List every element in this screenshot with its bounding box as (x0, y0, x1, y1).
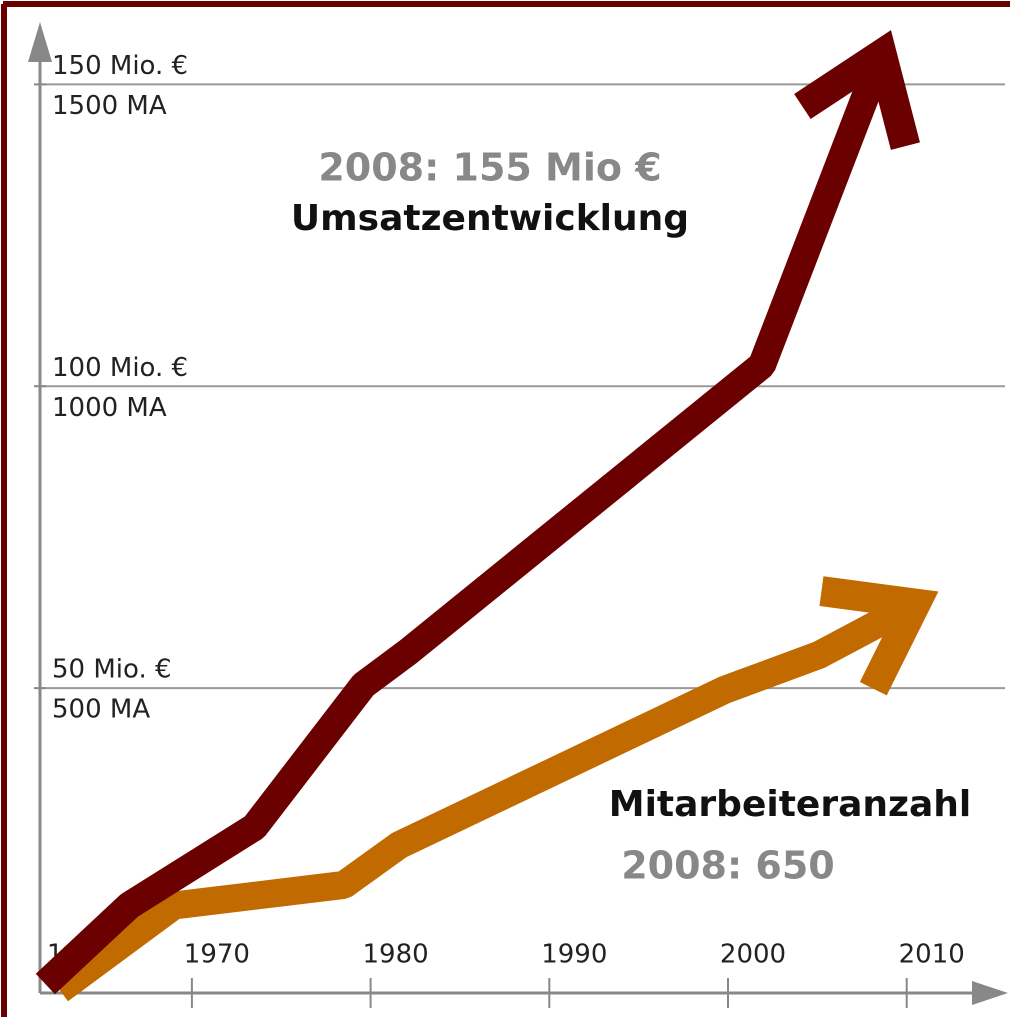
annotation: Umsatzentwicklung (291, 198, 689, 239)
y-tick-label: 150 Mio. € (52, 51, 188, 81)
y-tick-label: 50 Mio. € (52, 655, 172, 685)
y-axis-arrow (28, 22, 52, 62)
x-tick-label: 1970 (184, 940, 250, 970)
annotation: Mitarbeiteranzahl (609, 784, 971, 825)
annotation: 2008: 650 (621, 844, 835, 888)
x-tick-label: 1990 (541, 940, 607, 970)
arrow-head (794, 30, 920, 150)
y2-tick-label: 500 MA (52, 695, 150, 725)
annotation: 2008: 155 Mio € (318, 146, 661, 190)
x-tick-label: 1980 (363, 940, 429, 970)
y2-tick-label: 1000 MA (52, 393, 167, 423)
x-tick-label: 2000 (720, 940, 786, 970)
arrow-head (819, 576, 939, 696)
y2-tick-label: 1500 MA (52, 91, 167, 121)
line (35, 49, 895, 995)
line (51, 591, 923, 1002)
x-tick-label: 2010 (899, 940, 965, 970)
y-tick-label: 100 Mio. € (52, 353, 188, 383)
x-axis-arrow (972, 981, 1008, 1005)
